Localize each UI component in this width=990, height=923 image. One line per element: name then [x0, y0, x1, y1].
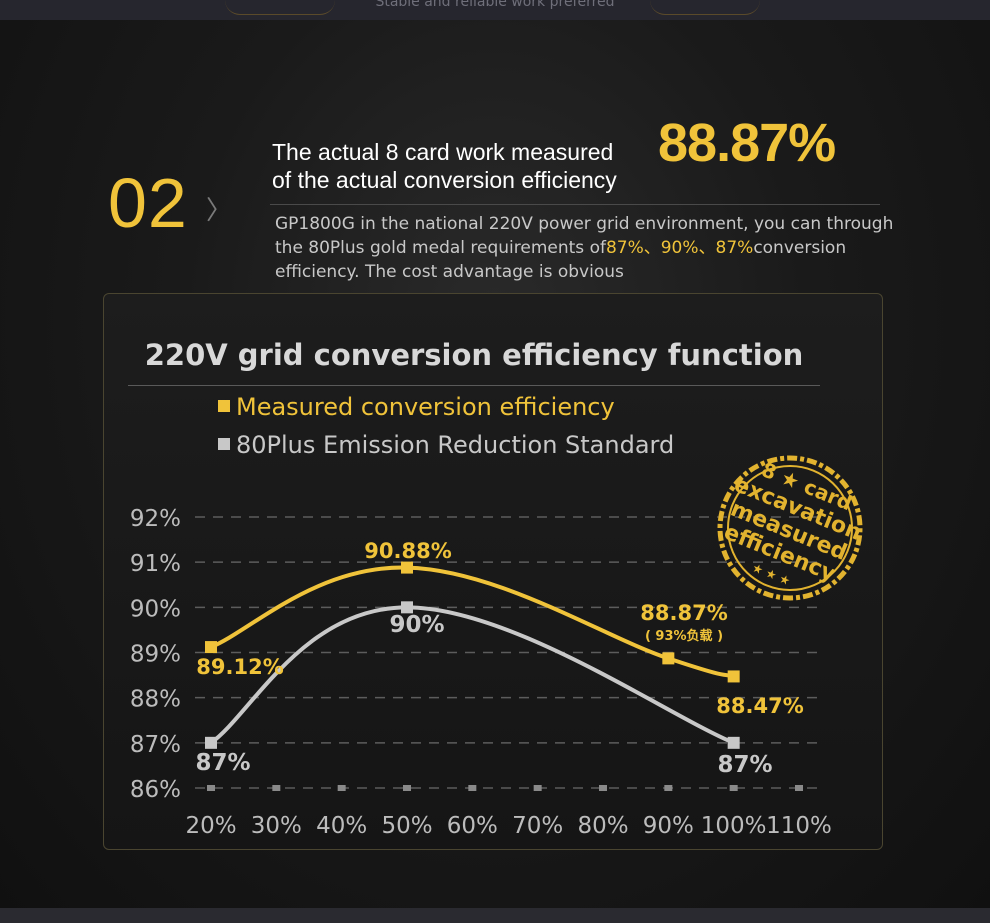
y-tick-label: 87% [130, 732, 181, 758]
ornament-right [650, 0, 760, 15]
x-tick-label: 90% [643, 813, 694, 839]
x-tick-mark [599, 785, 607, 791]
data-point-measured [205, 641, 217, 654]
x-tick-mark [729, 785, 738, 791]
tagline: Stable and reliable work preferred [375, 0, 615, 10]
x-tick-label: 30% [251, 813, 302, 839]
headline-line-2: of the actual conversion efficiency [272, 167, 617, 193]
x-tick-label: 20% [185, 813, 236, 839]
x-tick-label: 110% [766, 813, 832, 839]
x-tick-label: 80% [577, 813, 628, 839]
x-tick-mark [337, 785, 346, 791]
legend-label-measured: Measured conversion efficiency [236, 393, 615, 421]
legend-label-standard: 80Plus Emission Reduction Standard [236, 431, 675, 459]
data-point-measured [662, 652, 675, 665]
top-banner: Stable and reliable work preferred [0, 0, 990, 20]
headline-value: 88.87% [658, 113, 836, 173]
legend-item-standard: 80Plus Emission Reduction Standard [218, 431, 674, 459]
series-line-measured [209, 565, 736, 679]
x-tick-mark [533, 785, 542, 791]
chart-title: 220V grid conversion efficiency function [144, 338, 804, 372]
description-text-2: conversion efficiency. The cost advantag… [275, 238, 847, 282]
bottom-banner [0, 908, 990, 923]
x-tick-mark [664, 785, 673, 791]
y-tick-label: 90% [130, 596, 181, 622]
data-label-standard: 87% [717, 752, 772, 778]
data-label-standard: 90% [389, 612, 444, 638]
description: GP1800G in the national 220V power grid … [275, 212, 915, 284]
section-number: 02 [108, 164, 188, 242]
ornament-left [225, 0, 335, 15]
stamp-badge-icon: 8 ★ card excavation measured efficiency … [717, 455, 865, 601]
legend-swatch-measured [218, 400, 230, 412]
data-label-standard: 87% [195, 750, 250, 776]
x-tick-mark [272, 785, 281, 791]
data-label-measured: 88.87% [640, 601, 727, 625]
legend-item-measured: Measured conversion efficiency [218, 393, 615, 421]
description-values: 87%、90%、87% [605, 238, 754, 258]
x-tick-label: 50% [381, 813, 432, 839]
data-point-standard [205, 736, 217, 749]
x-tick-label: 100% [701, 813, 767, 839]
y-tick-label: 89% [130, 642, 181, 668]
y-tick-label: 91% [130, 551, 181, 577]
data-point-standard [727, 736, 740, 749]
legend-swatch-standard [218, 438, 230, 450]
headline-line-1: The actual 8 card work measured [272, 139, 614, 165]
x-tick-label: 40% [316, 813, 367, 839]
data-label-measured: 88.47% [716, 694, 803, 718]
data-label-note: ( 93%负载 ) [645, 628, 723, 644]
data-point-measured [727, 670, 740, 683]
y-tick-label: 86% [130, 777, 181, 803]
x-tick-mark [468, 785, 477, 791]
y-tick-label: 92% [130, 506, 181, 532]
chart-title-divider [128, 385, 820, 386]
data-point-measured [401, 561, 413, 574]
data-point-standard [401, 601, 413, 614]
data-label-measured: 90.88% [364, 539, 451, 563]
headline-divider [270, 204, 880, 205]
series-line-standard [209, 605, 736, 745]
data-label-measured: 89.12% [196, 655, 283, 679]
description-text-1: GP1800G in the national 220V power grid … [275, 214, 894, 258]
x-tick-mark [795, 785, 803, 791]
x-tick-label: 70% [512, 813, 563, 839]
y-tick-label: 88% [130, 687, 181, 713]
chevron-right-icon: 〉 [206, 196, 233, 226]
x-tick-label: 60% [447, 813, 498, 839]
x-tick-mark [207, 785, 215, 791]
x-tick-mark [403, 785, 411, 791]
